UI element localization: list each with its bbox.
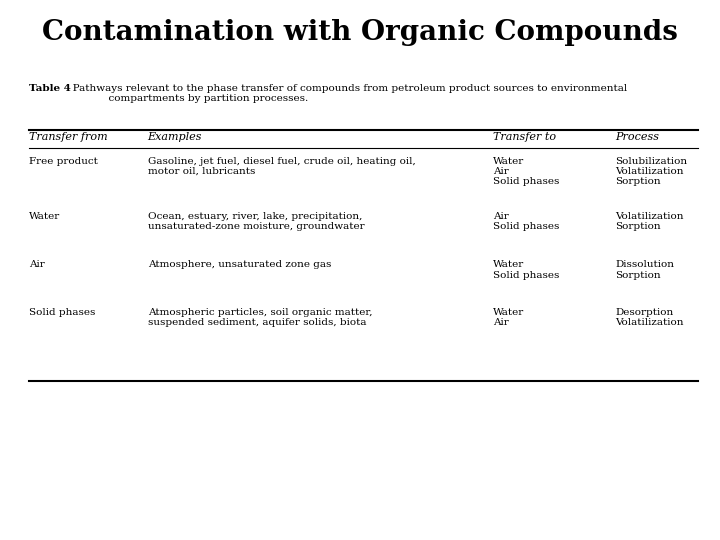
Text: Water: Water xyxy=(29,212,60,221)
Text: Ocean, estuary, river, lake, precipitation,
unsaturated-zone moisture, groundwat: Ocean, estuary, river, lake, precipitati… xyxy=(148,212,364,231)
Text: Solid phases: Solid phases xyxy=(29,308,95,317)
Text: Solubilization
Volatilization
Sorption: Solubilization Volatilization Sorption xyxy=(616,157,688,186)
Text: Water
Solid phases: Water Solid phases xyxy=(493,260,559,280)
Text: Air: Air xyxy=(29,260,45,269)
Text: Atmospheric particles, soil organic matter,
suspended sediment, aquifer solids, : Atmospheric particles, soil organic matt… xyxy=(148,308,372,327)
Text: Gasoline, jet fuel, diesel fuel, crude oil, heating oil,
motor oil, lubricants: Gasoline, jet fuel, diesel fuel, crude o… xyxy=(148,157,415,176)
Text: Table 4: Table 4 xyxy=(29,84,71,93)
Text: Dissolution
Sorption: Dissolution Sorption xyxy=(616,260,675,280)
Text: Desorption
Volatilization: Desorption Volatilization xyxy=(616,308,684,327)
Text: Atmosphere, unsaturated zone gas: Atmosphere, unsaturated zone gas xyxy=(148,260,331,269)
Text: Transfer to: Transfer to xyxy=(493,132,557,142)
Text: Water
Air: Water Air xyxy=(493,308,524,327)
Text: Process: Process xyxy=(616,132,660,142)
Text: Volatilization
Sorption: Volatilization Sorption xyxy=(616,212,684,231)
Text: Water
Air
Solid phases: Water Air Solid phases xyxy=(493,157,559,186)
Text: Air
Solid phases: Air Solid phases xyxy=(493,212,559,231)
Text: Transfer from: Transfer from xyxy=(29,132,107,142)
Text: Pathways relevant to the phase transfer of compounds from petroleum product sour: Pathways relevant to the phase transfer … xyxy=(63,84,627,103)
Text: Examples: Examples xyxy=(148,132,202,142)
Text: Free product: Free product xyxy=(29,157,98,166)
Text: Contamination with Organic Compounds: Contamination with Organic Compounds xyxy=(42,19,678,46)
